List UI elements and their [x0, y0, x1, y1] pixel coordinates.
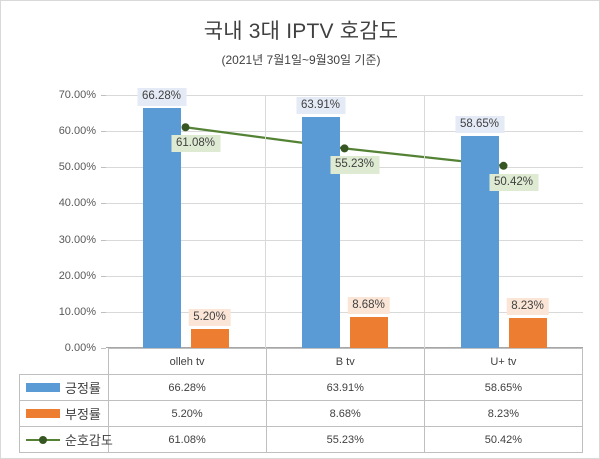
table-value-cell: 50.42%	[423, 426, 584, 453]
legend-series-label: 순호감도	[65, 433, 113, 448]
legend-series-label: 부정률	[65, 407, 101, 422]
table-value-cell: 63.91%	[265, 374, 425, 401]
table-row-categories: olleh tv B tv U+ tv	[20, 348, 584, 375]
chart-subtitle: (2021년 7월1일~9월30일 기준)	[221, 53, 381, 67]
legend-cell[interactable]: 순호감도	[19, 426, 113, 453]
data-label-negative-rate: 8.23%	[506, 298, 549, 316]
bar-positive-rate[interactable]	[460, 136, 499, 348]
y-axis-tick	[101, 239, 106, 241]
gridline	[106, 203, 583, 205]
y-axis-tick	[101, 95, 106, 96]
y-axis: 70.00% 60.00% 50.00% 40.00% 30.00% 20.00% 10.0…	[1, 89, 106, 354]
category-separator	[424, 95, 425, 348]
data-label-positive-rate: 58.65%	[454, 116, 505, 134]
legend-series-label: 긍정률	[65, 381, 101, 396]
line-marker-net-favorability[interactable]	[499, 161, 508, 170]
y-axis-tick-label: 60.00%	[58, 125, 96, 138]
data-label-negative-rate: 8.68%	[347, 296, 390, 314]
y-axis-tick	[101, 311, 106, 313]
y-axis-tick-label: 20.00%	[58, 269, 96, 282]
legend-cell[interactable]: 긍정률	[19, 374, 109, 401]
y-axis-tick	[101, 348, 106, 349]
bar-negative-rate[interactable]	[190, 329, 229, 348]
category-separator	[265, 95, 266, 348]
gridline	[106, 95, 583, 96]
y-axis-tick-label: 30.00%	[58, 233, 96, 246]
category-header-cell: U+ tv	[423, 348, 584, 375]
category-header-cell: olleh tv	[107, 348, 267, 375]
bar-negative-rate[interactable]	[349, 316, 388, 348]
gridline	[106, 239, 583, 241]
table-value-cell: 61.08%	[107, 426, 267, 453]
data-label-net-favorability: 50.42%	[488, 173, 539, 191]
legend-cell[interactable]: 부정률	[19, 400, 109, 427]
line-green-swatch	[26, 435, 60, 444]
bar-positive-rate[interactable]	[301, 117, 340, 348]
data-label-positive-rate: 66.28%	[136, 88, 187, 106]
gridline	[106, 275, 583, 277]
table-value-cell: 8.23%	[423, 400, 584, 427]
data-label-net-favorability: 55.23%	[329, 156, 380, 174]
table-value-cell: 55.23%	[265, 426, 425, 453]
chart-title: 국내 3대 IPTV 호감도	[203, 20, 399, 43]
table-value-cell: 8.68%	[265, 400, 425, 427]
data-label-net-favorability: 61.08%	[170, 135, 221, 153]
category-header-cell: B tv	[265, 348, 425, 375]
y-axis-tick	[101, 131, 106, 133]
x-axis-line	[106, 347, 583, 348]
data-label-negative-rate: 5.20%	[188, 309, 231, 327]
y-axis-tick	[101, 275, 106, 277]
table-value-cell: 66.28%	[107, 374, 267, 401]
table-corner-cell	[20, 349, 109, 375]
table-row: 순호감도 61.08% 55.23% 50.42%	[19, 426, 584, 453]
data-label-positive-rate: 63.91%	[295, 97, 346, 115]
y-axis-tick-label: 70.00%	[58, 89, 96, 101]
table-row: 긍정률 66.28% 63.91% 58.65%	[19, 374, 584, 401]
y-axis-tick-label: 10.00%	[58, 305, 96, 318]
gridline	[106, 311, 583, 313]
bar-orange-swatch	[26, 409, 60, 418]
line-marker-net-favorability[interactable]	[181, 123, 190, 132]
table-value-cell: 58.65%	[423, 374, 584, 401]
y-axis-tick-label: 50.00%	[58, 161, 96, 174]
line-marker-net-favorability[interactable]	[340, 144, 349, 153]
bar-negative-rate[interactable]	[508, 318, 547, 348]
y-axis-tick	[101, 203, 106, 205]
chart-data-table: olleh tv B tv U+ tv 긍정률 66.28% 63.91% 58.65% 부정…	[19, 348, 584, 453]
y-axis-tick-label: 40.00%	[58, 197, 96, 210]
table-value-cell: 5.20%	[107, 400, 267, 427]
plot-area: 66.28% 5.20% 61.08% 63.91% 8.68% 55.23% 58.65%…	[106, 88, 583, 348]
bar-blue-swatch	[26, 383, 60, 392]
y-axis-tick-label: 0.00%	[64, 342, 96, 354]
y-axis-tick	[101, 167, 106, 169]
table-row: 부정률 5.20% 8.68% 8.23%	[19, 400, 584, 427]
